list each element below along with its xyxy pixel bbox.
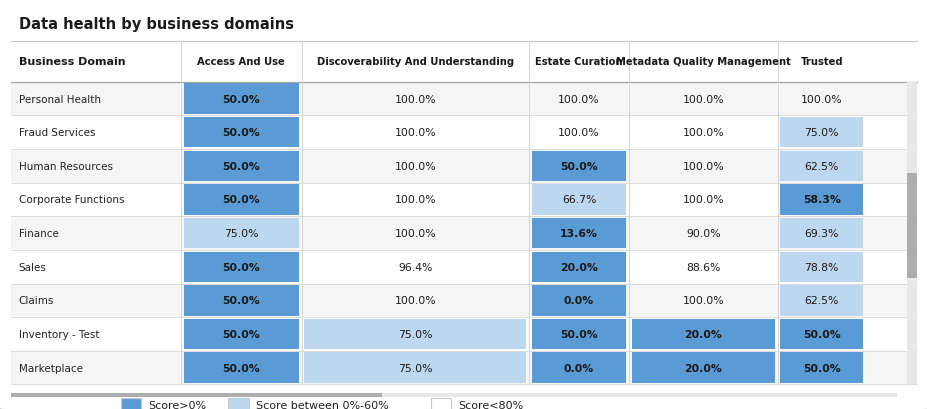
Text: Claims: Claims — [19, 296, 54, 306]
Text: 100.0%: 100.0% — [558, 128, 599, 138]
Text: 100.0%: 100.0% — [682, 296, 723, 306]
Text: 20.0%: 20.0% — [684, 363, 721, 373]
Text: Estate Curation: Estate Curation — [535, 57, 622, 67]
Text: 13.6%: 13.6% — [560, 229, 597, 238]
Text: 62.5%: 62.5% — [804, 162, 838, 171]
Text: 50.0%: 50.0% — [222, 94, 260, 104]
Text: Score between 0%-60%: Score between 0%-60% — [256, 400, 388, 409]
Text: 88.6%: 88.6% — [685, 262, 720, 272]
Text: 100.0%: 100.0% — [682, 195, 723, 205]
Text: 100.0%: 100.0% — [682, 162, 723, 171]
Text: Score<80%: Score<80% — [458, 400, 523, 409]
Text: 75.0%: 75.0% — [804, 128, 838, 138]
Text: 78.8%: 78.8% — [804, 262, 838, 272]
Text: Marketplace: Marketplace — [19, 363, 83, 373]
Text: Business Domain: Business Domain — [19, 57, 125, 67]
Text: Discoverability And Understanding: Discoverability And Understanding — [316, 57, 514, 67]
Text: Sales: Sales — [19, 262, 46, 272]
Text: 50.0%: 50.0% — [802, 329, 840, 339]
Text: 100.0%: 100.0% — [394, 296, 436, 306]
Text: 100.0%: 100.0% — [682, 94, 723, 104]
Text: 50.0%: 50.0% — [222, 296, 260, 306]
Text: 75.0%: 75.0% — [398, 363, 432, 373]
Text: 100.0%: 100.0% — [682, 128, 723, 138]
Text: 69.3%: 69.3% — [804, 229, 838, 238]
Text: 62.5%: 62.5% — [804, 296, 838, 306]
Text: Finance: Finance — [19, 229, 58, 238]
Text: 100.0%: 100.0% — [558, 94, 599, 104]
Text: 90.0%: 90.0% — [685, 229, 720, 238]
Text: 50.0%: 50.0% — [802, 363, 840, 373]
Text: 100.0%: 100.0% — [394, 162, 436, 171]
Text: 50.0%: 50.0% — [560, 329, 597, 339]
Text: Metadata Quality Management: Metadata Quality Management — [616, 57, 790, 67]
Text: 75.0%: 75.0% — [223, 229, 259, 238]
Text: 20.0%: 20.0% — [684, 329, 721, 339]
Text: 50.0%: 50.0% — [222, 128, 260, 138]
Text: 100.0%: 100.0% — [394, 128, 436, 138]
Text: Corporate Functions: Corporate Functions — [19, 195, 124, 205]
Text: 50.0%: 50.0% — [222, 195, 260, 205]
Text: 50.0%: 50.0% — [560, 162, 597, 171]
Text: 100.0%: 100.0% — [394, 229, 436, 238]
Text: 0.0%: 0.0% — [564, 363, 593, 373]
Text: Data health by business domains: Data health by business domains — [19, 17, 293, 31]
Text: Personal Health: Personal Health — [19, 94, 100, 104]
Text: 50.0%: 50.0% — [222, 329, 260, 339]
Text: 100.0%: 100.0% — [394, 195, 436, 205]
Text: Human Resources: Human Resources — [19, 162, 112, 171]
Text: 50.0%: 50.0% — [222, 262, 260, 272]
Text: Score>0%: Score>0% — [148, 400, 207, 409]
Text: 20.0%: 20.0% — [560, 262, 597, 272]
Text: 75.0%: 75.0% — [398, 329, 432, 339]
Text: Fraud Services: Fraud Services — [19, 128, 95, 138]
Text: 58.3%: 58.3% — [802, 195, 840, 205]
Text: 100.0%: 100.0% — [800, 94, 842, 104]
Text: 0.0%: 0.0% — [564, 296, 593, 306]
Text: Trusted: Trusted — [800, 57, 842, 67]
Text: 50.0%: 50.0% — [222, 162, 260, 171]
Text: Inventory - Test: Inventory - Test — [19, 329, 99, 339]
Text: 66.7%: 66.7% — [561, 195, 596, 205]
Text: 50.0%: 50.0% — [222, 363, 260, 373]
Text: 96.4%: 96.4% — [398, 262, 432, 272]
Text: Access And Use: Access And Use — [197, 57, 285, 67]
Text: 100.0%: 100.0% — [394, 94, 436, 104]
